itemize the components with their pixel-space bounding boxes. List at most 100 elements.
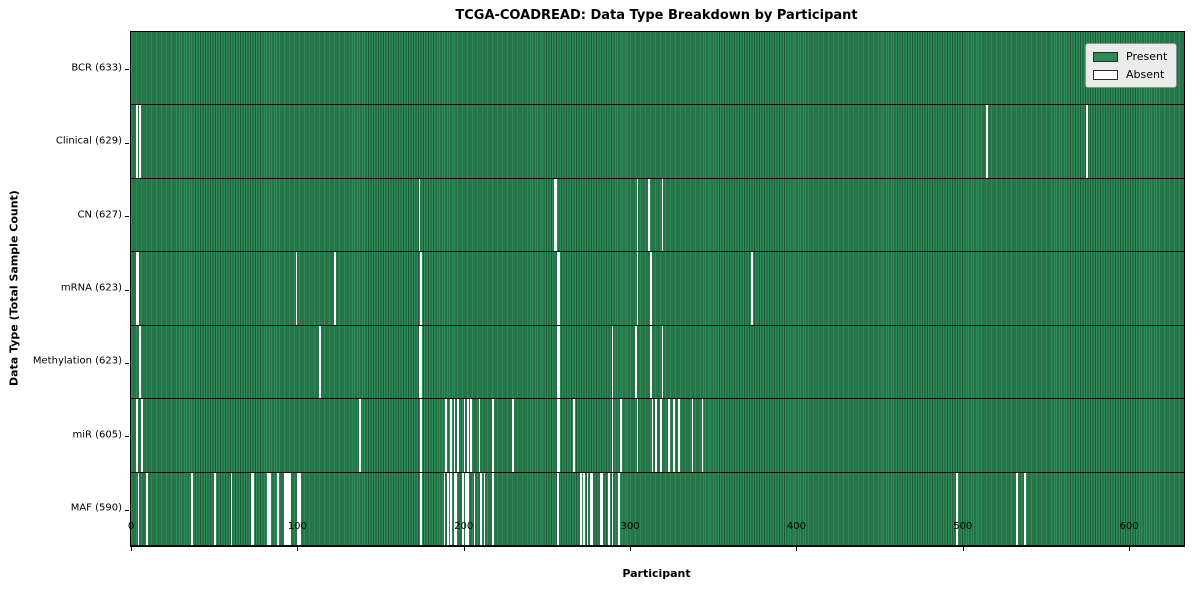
y-tick — [125, 362, 129, 364]
x-tick — [962, 547, 964, 551]
absent-marker — [659, 399, 662, 472]
absent-marker — [751, 252, 754, 325]
absent-marker — [252, 472, 255, 545]
y-axis-label: Data Type (Total Sample Count) — [7, 190, 21, 386]
absent-marker — [447, 472, 449, 545]
absent-marker — [1085, 105, 1088, 178]
absent-marker — [453, 399, 456, 472]
x-tick — [131, 547, 132, 551]
x-tick — [630, 547, 632, 551]
absent-marker — [139, 325, 141, 399]
absent-marker — [661, 178, 664, 252]
absent-marker — [285, 472, 288, 545]
absent-marker — [648, 178, 650, 252]
absent-marker — [1015, 472, 1018, 545]
absent-marker — [491, 399, 494, 472]
absent-marker — [601, 472, 604, 545]
y-tick-label: miR (605) — [72, 429, 122, 441]
absent-marker — [287, 472, 290, 545]
absent-marker — [420, 399, 423, 472]
y-tick-label: CN (627) — [77, 209, 122, 221]
absent-marker — [511, 399, 514, 472]
absent-marker — [636, 178, 639, 252]
absent-marker — [558, 325, 561, 399]
absent-marker — [636, 399, 639, 472]
x-tick-label: 400 — [786, 521, 806, 532]
absent-marker — [956, 472, 958, 545]
x-tick — [796, 547, 798, 551]
absent-marker — [650, 252, 652, 325]
legend-item-present: Present — [1093, 50, 1167, 63]
y-tick-label: BCR (633) — [71, 62, 122, 74]
absent-marker — [137, 252, 140, 325]
y-tick-label: mRNA (623) — [60, 282, 122, 294]
absent-marker — [556, 472, 559, 545]
absent-marker — [135, 399, 138, 472]
absent-marker — [190, 472, 193, 545]
y-tick-label: MAF (590) — [70, 502, 122, 514]
heatmap-row-methylation — [131, 325, 1184, 400]
y-tick-label: Methylation (623) — [32, 355, 122, 367]
absent-marker — [462, 472, 464, 545]
absent-marker — [467, 399, 469, 472]
absent-marker — [333, 252, 336, 325]
absent-marker — [556, 252, 559, 325]
absent-marker — [135, 105, 138, 178]
y-tick — [125, 216, 129, 218]
absent-marker — [556, 399, 559, 472]
absent-marker — [250, 472, 253, 545]
absent-marker — [491, 472, 494, 545]
x-tick — [1129, 547, 1131, 551]
absent-marker — [555, 178, 557, 252]
x-tick — [297, 547, 299, 551]
absent-marker — [583, 472, 586, 545]
y-tick — [125, 69, 129, 71]
absent-marker — [295, 252, 298, 325]
absent-marker — [480, 472, 482, 545]
absent-marker — [591, 472, 594, 545]
x-tick-label: 100 — [287, 521, 307, 532]
absent-marker — [691, 399, 694, 472]
absent-marker — [139, 105, 141, 178]
absent-marker — [443, 472, 446, 545]
absent-marker — [655, 399, 657, 472]
absent-marker — [556, 325, 559, 399]
absent-marker — [701, 399, 704, 472]
absent-marker — [269, 472, 271, 545]
plot-area: Present Absent — [125, 31, 1185, 551]
absent-marker — [137, 472, 140, 545]
absent-marker — [445, 399, 448, 472]
absent-marker — [580, 472, 582, 545]
absent-marker — [450, 472, 453, 545]
absent-marker — [611, 399, 614, 472]
absent-marker — [289, 472, 291, 545]
absent-marker — [299, 472, 301, 545]
absent-marker — [590, 472, 592, 545]
absent-marker — [470, 399, 472, 472]
heatmap-row-maf — [131, 472, 1184, 546]
absent-marker — [135, 252, 138, 325]
absent-marker — [635, 325, 637, 399]
absent-marker — [420, 252, 423, 325]
absent-marker — [358, 399, 361, 472]
absent-marker — [478, 399, 481, 472]
y-tick — [125, 289, 129, 291]
absent-marker — [465, 472, 468, 545]
absent-marker — [600, 472, 602, 545]
x-tick-label: 300 — [620, 521, 640, 532]
absent-marker — [455, 472, 458, 545]
heatmap-row-mir — [131, 399, 1184, 473]
absent-marker — [420, 325, 423, 399]
absent-marker — [297, 472, 299, 545]
chart-title: TCGA-COADREAD: Data Type Breakdown by Pa… — [455, 8, 858, 23]
absent-marker — [230, 472, 233, 545]
x-tick-label: 200 — [454, 521, 474, 532]
heatmap-row-clinical — [131, 105, 1184, 179]
absent-marker — [618, 472, 621, 545]
absent-marker — [558, 252, 561, 325]
absent-marker — [620, 399, 622, 472]
absent-marker — [636, 252, 639, 325]
absent-marker — [467, 472, 469, 545]
legend: Present Absent — [1085, 43, 1178, 88]
heatmap-row-mrna — [131, 252, 1184, 326]
